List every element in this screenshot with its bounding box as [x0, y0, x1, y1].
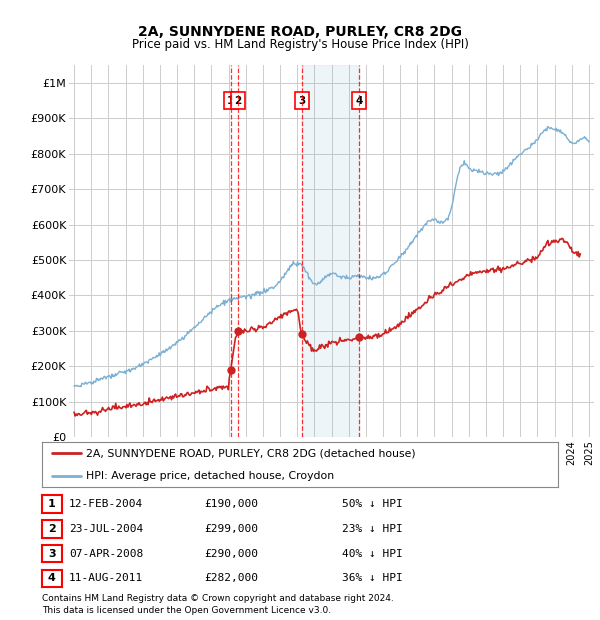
Text: £282,000: £282,000	[204, 574, 258, 583]
Text: Contains HM Land Registry data © Crown copyright and database right 2024.: Contains HM Land Registry data © Crown c…	[42, 594, 394, 603]
Bar	[302, 65, 359, 437]
Text: £190,000: £190,000	[204, 499, 258, 509]
Text: HPI: Average price, detached house, Croydon: HPI: Average price, detached house, Croy…	[86, 471, 334, 480]
Text: 50% ↓ HPI: 50% ↓ HPI	[342, 499, 403, 509]
Text: 3: 3	[298, 95, 305, 105]
Text: 3: 3	[48, 549, 56, 559]
Text: 1: 1	[48, 499, 56, 509]
Text: 4: 4	[48, 574, 56, 583]
Text: 23% ↓ HPI: 23% ↓ HPI	[342, 524, 403, 534]
Text: 1: 1	[227, 95, 234, 105]
Text: 2: 2	[48, 524, 56, 534]
Text: £299,000: £299,000	[204, 524, 258, 534]
Text: 23-JUL-2004: 23-JUL-2004	[69, 524, 143, 534]
Text: 11-AUG-2011: 11-AUG-2011	[69, 574, 143, 583]
Text: 40% ↓ HPI: 40% ↓ HPI	[342, 549, 403, 559]
Text: This data is licensed under the Open Government Licence v3.0.: This data is licensed under the Open Gov…	[42, 606, 331, 616]
Text: 2: 2	[235, 95, 242, 105]
Text: 4: 4	[355, 95, 363, 105]
Text: 07-APR-2008: 07-APR-2008	[69, 549, 143, 559]
Text: 36% ↓ HPI: 36% ↓ HPI	[342, 574, 403, 583]
Text: £290,000: £290,000	[204, 549, 258, 559]
Text: Price paid vs. HM Land Registry's House Price Index (HPI): Price paid vs. HM Land Registry's House …	[131, 38, 469, 51]
Text: 12-FEB-2004: 12-FEB-2004	[69, 499, 143, 509]
Text: 2A, SUNNYDENE ROAD, PURLEY, CR8 2DG: 2A, SUNNYDENE ROAD, PURLEY, CR8 2DG	[138, 25, 462, 39]
Text: 2A, SUNNYDENE ROAD, PURLEY, CR8 2DG (detached house): 2A, SUNNYDENE ROAD, PURLEY, CR8 2DG (det…	[86, 448, 415, 458]
